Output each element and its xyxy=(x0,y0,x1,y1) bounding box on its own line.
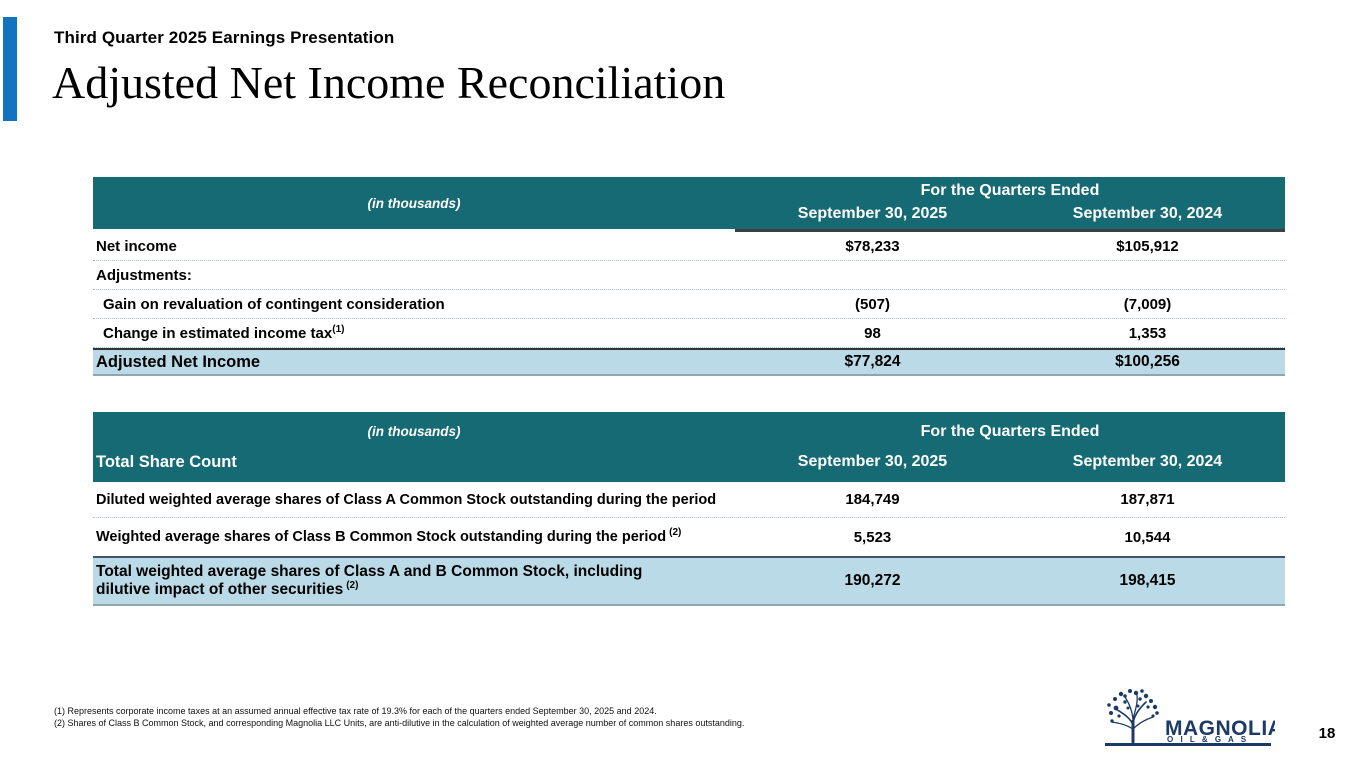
adjusted-net-income-table: (in thousands) For the Quarters Ended Se… xyxy=(93,177,1285,376)
table1-column-2025: September 30, 2025 xyxy=(797,205,948,222)
row-value-2024: 10,544 xyxy=(1124,528,1171,546)
table1-header: (in thousands) For the Quarters Ended Se… xyxy=(93,177,1285,229)
title-accent-bar xyxy=(3,17,17,121)
table1-column-2024: September 30, 2024 xyxy=(1072,205,1223,222)
page-title: Adjusted Net Income Reconciliation xyxy=(52,57,726,108)
table1-period-header: For the Quarters Ended September 30, 202… xyxy=(735,177,1285,229)
table2-date-columns: September 30, 2025 September 30, 2024 xyxy=(735,448,1285,482)
row-label: Net income xyxy=(96,237,177,255)
row-value-2024: 187,871 xyxy=(1120,491,1175,508)
row-value-2024: (7,009) xyxy=(1123,295,1172,313)
table2-group-header: For the Quarters Ended xyxy=(920,423,1100,440)
table2-left-header: (in thousands) Total Share Count xyxy=(93,412,735,482)
table2-section-label: Total Share Count xyxy=(96,453,237,471)
total-row-label: Total weighted average shares of Class A… xyxy=(96,563,643,598)
footnote-marker-1: (1) xyxy=(332,323,345,335)
table-row-income-tax-change: Change in estimated income tax(1) 98 1,3… xyxy=(93,319,1285,348)
table-row-gain-revaluation: Gain on revaluation of contingent consid… xyxy=(93,290,1285,319)
adjusted-net-income-total-row: Adjusted Net Income $77,824 $100,256 xyxy=(93,348,1285,376)
presentation-subtitle: Third Quarter 2025 Earnings Presentation xyxy=(54,28,395,47)
row-value-2025: 98 xyxy=(864,324,881,342)
table2-unit-label: (in thousands) xyxy=(367,424,461,439)
total-share-count-table: (in thousands) Total Share Count For the… xyxy=(93,412,1285,606)
footnotes: (1) Represents corporate income taxes at… xyxy=(54,706,744,729)
footnote-2: (2) Shares of Class B Common Stock, and … xyxy=(54,717,745,728)
total-value-2025: $77,824 xyxy=(844,353,901,370)
row-value-2024: $105,912 xyxy=(1116,237,1179,255)
table1-group-header: For the Quarters Ended xyxy=(920,182,1100,199)
footnote-marker-2: (2) xyxy=(669,527,682,539)
total-value-2024: $100,256 xyxy=(1115,353,1180,370)
table2-column-2025: September 30, 2025 xyxy=(797,453,948,470)
table1-unit-cell: (in thousands) xyxy=(93,177,735,229)
row-value-2025: $78,233 xyxy=(845,237,900,255)
table1-unit-label: (in thousands) xyxy=(367,195,461,211)
magnolia-logo: MAGNOLIA O I L & G A S xyxy=(1103,685,1283,749)
table1-header-underline xyxy=(735,229,1285,232)
row-label: Diluted weighted average shares of Class… xyxy=(96,491,717,508)
row-label: Weighted average shares of Class B Commo… xyxy=(96,529,667,545)
row-value-2025: (507) xyxy=(854,295,891,313)
table-row-class-b-shares: Weighted average shares of Class B Commo… xyxy=(93,518,1285,556)
table-row-net-income: Net income $78,233 $105,912 xyxy=(93,232,1285,261)
logo-wordmark: MAGNOLIA xyxy=(1165,717,1275,740)
logo-tagline: O I L & G A S xyxy=(1167,735,1249,744)
table2-header: (in thousands) Total Share Count For the… xyxy=(93,412,1285,482)
footnote-1: (1) Represents corporate income taxes at… xyxy=(54,706,657,716)
table-row-class-a-shares: Diluted weighted average shares of Class… xyxy=(93,482,1285,518)
logo-baseline xyxy=(1105,743,1271,746)
row-value-2024: 1,353 xyxy=(1128,324,1167,342)
total-value-2024: 198,415 xyxy=(1119,572,1176,589)
total-value-2025: 190,272 xyxy=(844,572,901,589)
footnote-marker-2: (2) xyxy=(346,579,359,591)
page-number: 18 xyxy=(1318,725,1336,742)
row-label: Gain on revaluation of contingent consid… xyxy=(103,295,445,313)
table-row-adjustments: Adjustments: xyxy=(93,261,1285,290)
table2-column-2024: September 30, 2024 xyxy=(1072,453,1223,470)
magnolia-tree-icon: MAGNOLIA O I L & G A S xyxy=(1105,689,1283,746)
row-value-2025: 5,523 xyxy=(853,528,892,546)
table2-period-header: For the Quarters Ended September 30, 202… xyxy=(735,412,1285,482)
total-row-label: Adjusted Net Income xyxy=(96,352,261,371)
row-label: Change in estimated income tax xyxy=(103,324,333,342)
row-label: Adjustments: xyxy=(96,266,192,284)
total-shares-row: Total weighted average shares of Class A… xyxy=(93,556,1285,606)
row-value-2025: 184,749 xyxy=(845,491,900,508)
table1-date-columns: September 30, 2025 September 30, 2024 xyxy=(735,203,1285,229)
